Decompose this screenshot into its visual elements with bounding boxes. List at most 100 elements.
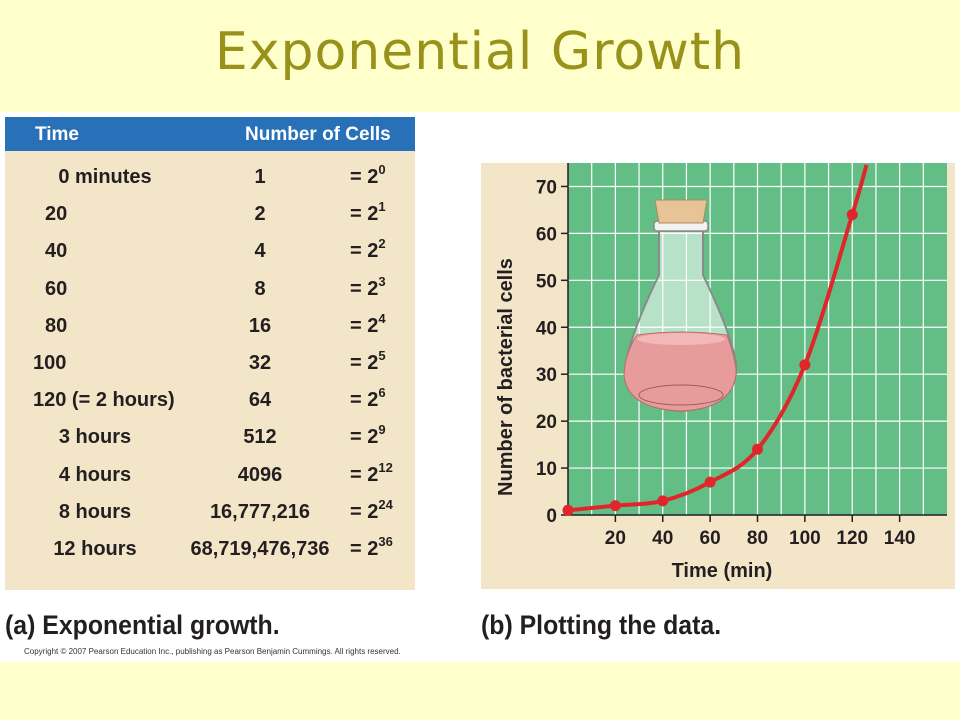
x-tick-label: 40 — [652, 528, 673, 549]
cell-count: 1 — [254, 166, 266, 188]
power-exponent: 0 — [378, 162, 386, 177]
figure: Time Number of Cells 0 minutes 1 = 20 20 2 = … — [0, 112, 960, 662]
power-of-two: = 24 — [350, 312, 386, 338]
cell-count: 512 — [243, 426, 277, 449]
x-axis-label: Time (min) — [672, 560, 773, 582]
flask-liquid-surface — [637, 333, 725, 345]
table-row: 120 (= 2 hours) 64 = 26 — [5, 386, 415, 426]
y-tick-label: 20 — [536, 412, 557, 433]
data-point — [657, 495, 669, 507]
time-cell: 80 — [45, 314, 68, 337]
time-cell: 4 hours — [58, 463, 132, 486]
time-cell: 100 — [33, 352, 67, 374]
time-cell: 40 — [45, 240, 68, 263]
time-cell: 8 hours — [58, 500, 132, 523]
table-row: 100 32 = 25 — [5, 349, 415, 389]
y-tick-label: 10 — [536, 459, 557, 480]
table-row: 60 8 = 23 — [5, 275, 415, 315]
header-cells: Number of Cells — [245, 124, 391, 145]
flask-stopper — [654, 199, 708, 224]
power-exponent: 3 — [378, 273, 386, 289]
y-axis-label: Number of bacterial cells — [495, 258, 517, 496]
time-cell: 20 — [45, 203, 68, 226]
time-cell: 120 (= 2 hours) — [33, 389, 175, 412]
table-row: 40 4 = 22 — [5, 237, 415, 277]
power-base: = 2 — [350, 463, 379, 486]
power-of-two: = 26 — [350, 386, 386, 412]
table-row: 80 16 = 24 — [5, 312, 415, 352]
y-tick-label: 40 — [536, 318, 557, 339]
power-of-two: = 21 — [350, 200, 386, 226]
flask-base-line — [638, 384, 724, 406]
y-tick-label: 60 — [536, 224, 557, 245]
table-row: 20 2 = 21 — [5, 200, 415, 240]
power-base: = 2 — [350, 277, 379, 300]
power-of-two: = 236 — [350, 535, 393, 561]
cell-count: 8 — [254, 277, 266, 300]
power-base: = 2 — [350, 426, 379, 449]
power-exponent: 12 — [378, 459, 393, 475]
growth-chart: 0 10 20 30 40 50 60 70 20 40 60 80 100 120 140 Time (mi… — [495, 163, 947, 582]
x-tick-label: 100 — [789, 528, 821, 549]
cell-count: 4096 — [237, 463, 283, 486]
power-exponent: 4 — [378, 310, 386, 326]
power-exponent: 5 — [378, 348, 386, 363]
data-point — [704, 476, 716, 488]
power-of-two: = 23 — [350, 275, 386, 301]
power-base: = 2 — [350, 389, 379, 412]
time-cell: 3 hours — [58, 426, 132, 449]
power-base: = 2 — [350, 240, 379, 263]
data-point — [752, 443, 763, 455]
cell-count: 4 — [254, 240, 266, 263]
power-base: = 2 — [350, 166, 379, 188]
power-of-two: = 224 — [350, 498, 393, 524]
power-base: = 2 — [350, 203, 379, 226]
y-tick-label: 70 — [536, 177, 557, 198]
power-base: = 2 — [350, 314, 379, 337]
power-of-two: = 20 — [350, 163, 386, 189]
power-exponent: 24 — [378, 496, 393, 512]
table-row: 3 hours 512 = 29 — [5, 423, 415, 463]
power-exponent: 9 — [378, 422, 386, 438]
cell-count: 16,777,216 — [209, 500, 311, 523]
flask-icon — [623, 199, 738, 413]
x-tick-label: 80 — [747, 528, 768, 549]
data-point — [799, 359, 811, 371]
cell-count: 16 — [248, 314, 272, 337]
power-base: = 2 — [350, 352, 379, 374]
data-point — [609, 500, 621, 512]
time-cell: 12 hours — [53, 538, 137, 560]
table-row: 12 hours 68,719,476,736 = 236 — [5, 535, 415, 575]
data-point — [846, 209, 858, 221]
x-tick-label: 60 — [700, 528, 721, 549]
y-tick-label: 50 — [536, 271, 557, 292]
x-tick-label: 120 — [836, 528, 868, 549]
power-of-two: = 22 — [350, 237, 386, 263]
power-exponent: 1 — [378, 199, 386, 215]
time-cell: 60 — [45, 277, 68, 300]
copyright-notice: Copyright © 2007 Pearson Education Inc.,… — [24, 647, 401, 656]
table-row: 0 minutes 1 = 20 — [5, 163, 415, 203]
power-exponent: 6 — [378, 385, 386, 401]
power-exponent: 2 — [378, 236, 386, 252]
chart-panel: 0 10 20 30 40 50 60 70 20 40 60 80 100 120 140 Time (mi… — [481, 163, 955, 589]
slide-title: Exponential Growth — [214, 22, 746, 82]
power-of-two: = 29 — [350, 423, 386, 449]
x-tick-label: 140 — [884, 528, 916, 549]
time-cell: 0 minutes — [58, 166, 152, 188]
power-base: = 2 — [350, 538, 379, 560]
cell-count: 68,719,476,736 — [190, 538, 330, 560]
cell-count: 64 — [248, 389, 272, 412]
x-tick-label: 20 — [605, 528, 626, 549]
growth-table: Time Number of Cells 0 minutes 1 = 20 20 2 = … — [5, 117, 415, 590]
y-tick-label: 30 — [536, 365, 557, 386]
y-tick-label: 0 — [546, 506, 557, 527]
cell-count: 2 — [254, 203, 266, 226]
caption-a: (a) Exponential growth. — [5, 610, 280, 640]
caption-b: (b) Plotting the data. — [481, 610, 722, 640]
cell-count: 32 — [248, 352, 272, 374]
flask-liquid — [623, 331, 737, 412]
power-base: = 2 — [350, 500, 379, 523]
table-row: 8 hours 16,777,216 = 224 — [5, 498, 415, 538]
table-header: Time Number of Cells — [5, 117, 415, 151]
